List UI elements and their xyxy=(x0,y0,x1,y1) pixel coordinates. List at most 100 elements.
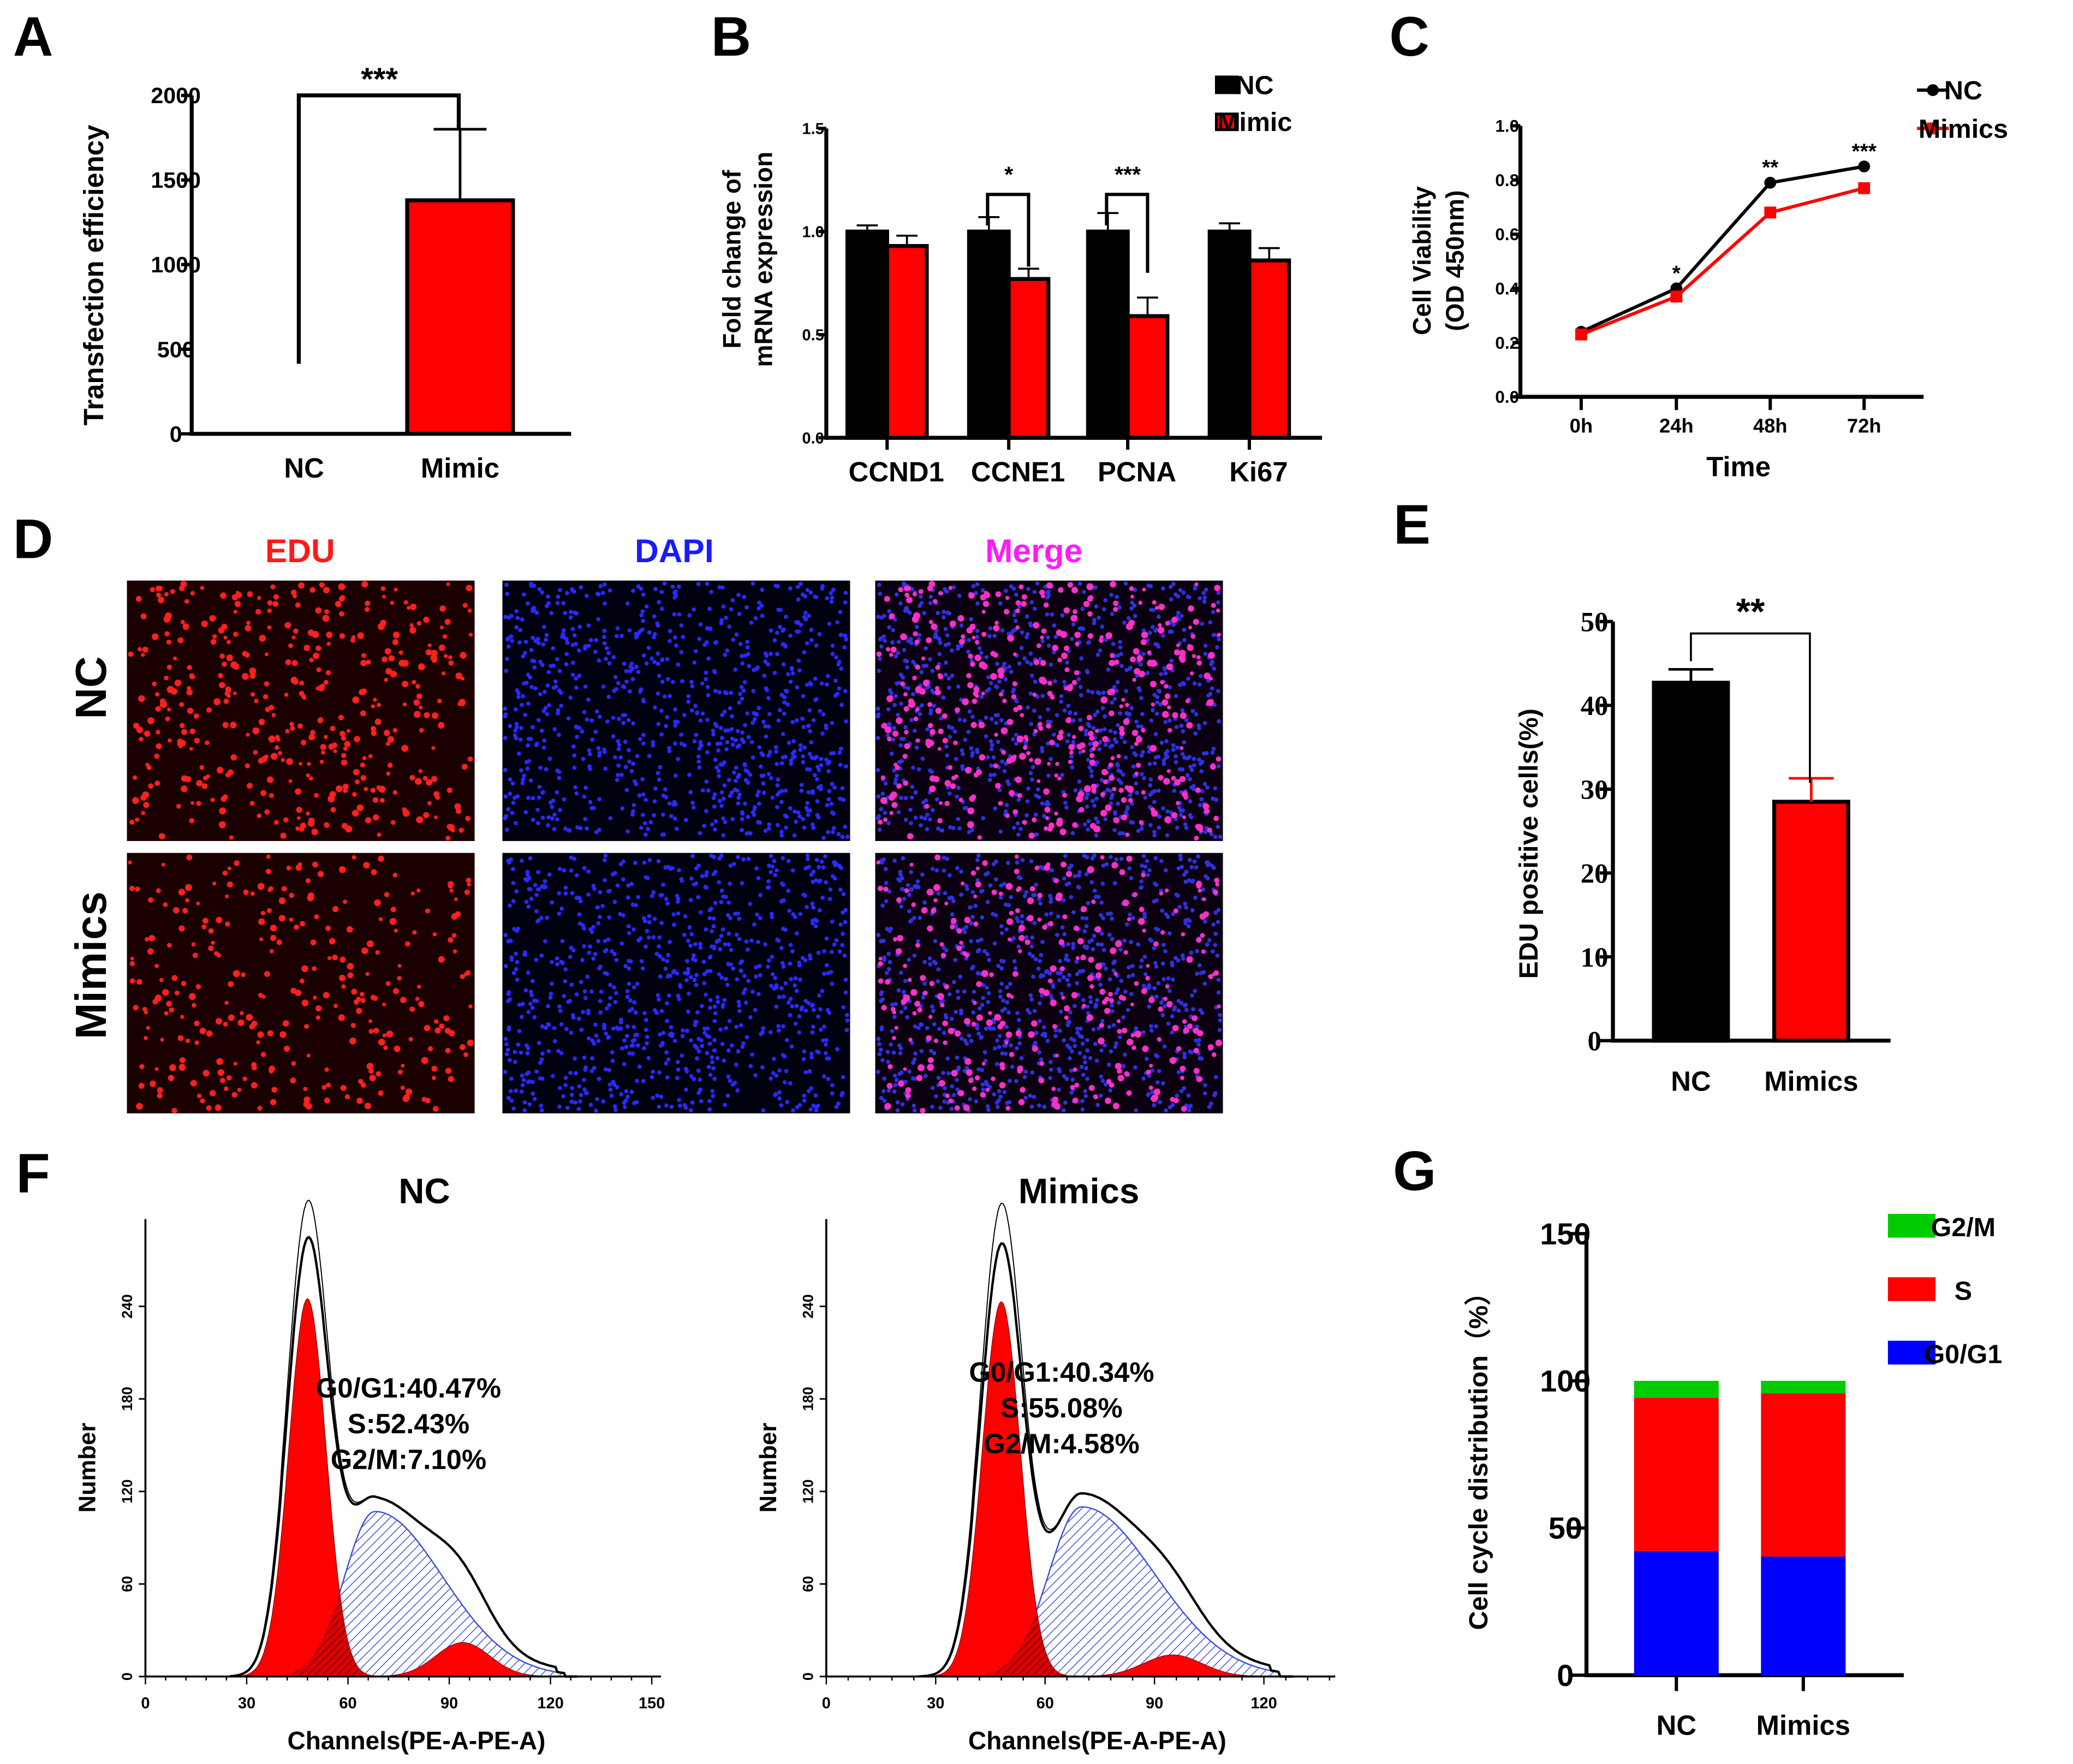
nucleus-dot xyxy=(991,1026,996,1031)
edu-dot xyxy=(1003,609,1010,615)
edu-dot xyxy=(167,943,172,948)
nucleus-dot xyxy=(1036,795,1041,800)
nucleus-dot xyxy=(966,649,970,654)
nucleus-dot xyxy=(550,981,554,986)
nucleus-dot xyxy=(948,825,952,830)
edu-dot xyxy=(1194,836,1199,841)
nucleus-dot xyxy=(717,938,722,943)
nucleus-dot xyxy=(766,826,771,831)
nucleus-dot xyxy=(734,765,738,770)
edu-dot xyxy=(998,801,1003,806)
edu-dot xyxy=(130,956,134,961)
nucleus-dot xyxy=(626,1094,630,1099)
edu-dot xyxy=(165,716,170,722)
nucleus-dot xyxy=(572,610,577,615)
nucleus-dot xyxy=(975,949,980,953)
nucleus-dot xyxy=(647,630,652,635)
nucleus-dot xyxy=(666,865,671,869)
nucleus-dot xyxy=(1139,964,1143,969)
nucleus-dot xyxy=(707,1107,712,1112)
nucleus-dot xyxy=(773,976,778,980)
nucleus-dot xyxy=(1089,938,1094,943)
nucleus-dot xyxy=(1216,920,1220,925)
nucleus-dot xyxy=(1100,1018,1105,1023)
nucleus-dot xyxy=(607,1068,612,1072)
nucleus-dot xyxy=(719,790,724,795)
nucleus-dot xyxy=(525,872,530,877)
nucleus-dot xyxy=(1024,813,1029,818)
nucleus-dot xyxy=(671,680,675,684)
nucleus-dot xyxy=(980,1082,985,1087)
nucleus-dot xyxy=(1161,761,1166,766)
edu-dot xyxy=(1051,1087,1056,1092)
nucleus-dot xyxy=(907,909,912,914)
nucleus-dot xyxy=(1174,725,1179,729)
nucleus-dot xyxy=(831,587,836,592)
edu-dot xyxy=(942,713,948,719)
edu-dot xyxy=(981,663,988,670)
nucleus-dot xyxy=(737,612,742,616)
edu-dot xyxy=(315,1015,320,1020)
edu-dot xyxy=(320,683,325,688)
nucleus-dot xyxy=(506,992,511,997)
nucleus-dot xyxy=(834,655,838,660)
nucleus-dot xyxy=(999,981,1004,986)
nucleus-dot xyxy=(930,1104,934,1109)
nucleus-dot xyxy=(656,662,660,666)
nucleus-dot xyxy=(1048,1076,1052,1080)
nucleus-dot xyxy=(890,1029,895,1034)
nucleus-dot xyxy=(1139,772,1144,777)
nucleus-dot xyxy=(992,634,997,638)
nucleus-dot xyxy=(934,868,939,873)
edu-dot xyxy=(1038,725,1044,731)
nucleus-dot xyxy=(687,613,692,618)
nucleus-dot xyxy=(563,1075,568,1080)
nucleus-dot xyxy=(633,1010,638,1015)
nucleus-dot xyxy=(1147,1004,1152,1009)
nucleus-dot xyxy=(955,1087,960,1092)
nucleus-dot xyxy=(666,1057,671,1062)
nucleus-dot xyxy=(694,1046,699,1050)
nucleus-dot xyxy=(1182,1051,1187,1056)
nucleus-dot xyxy=(878,592,883,596)
edu-dot xyxy=(259,937,264,941)
nucleus-dot xyxy=(945,589,949,594)
nucleus-dot xyxy=(594,637,599,642)
nucleus-dot xyxy=(720,713,725,717)
nucleus-dot xyxy=(800,716,805,721)
edu-dot xyxy=(1212,1052,1217,1057)
nucleus-dot xyxy=(608,982,612,987)
nucleus-dot xyxy=(556,708,561,713)
edu-dot xyxy=(333,1004,338,1008)
x-tick-label: 48h xyxy=(1753,414,1788,437)
edu-dot xyxy=(1164,684,1169,689)
nucleus-dot xyxy=(996,740,1000,744)
nucleus-dot xyxy=(1000,1009,1005,1013)
edu-dot xyxy=(164,675,169,681)
nucleus-dot xyxy=(1051,985,1056,989)
nucleus-dot xyxy=(1036,966,1041,971)
nucleus-dot xyxy=(546,1049,551,1053)
edu-dot xyxy=(1109,659,1116,666)
nucleus-dot xyxy=(1121,1064,1126,1069)
nucleus-dot xyxy=(1084,796,1089,801)
edu-dot xyxy=(398,650,403,655)
nucleus-dot xyxy=(719,899,724,904)
nucleus-dot xyxy=(723,652,728,657)
edu-dot xyxy=(945,1093,950,1099)
nucleus-dot xyxy=(817,993,821,998)
nucleus-dot xyxy=(994,720,999,725)
edu-dot xyxy=(454,897,458,902)
nucleus-dot xyxy=(1114,688,1119,693)
nucleus-dot xyxy=(906,639,911,643)
nucleus-dot xyxy=(619,772,624,777)
edu-dot xyxy=(208,945,214,951)
nucleus-dot xyxy=(532,605,537,610)
edu-dot xyxy=(324,609,329,615)
nucleus-dot xyxy=(677,997,682,1002)
nucleus-dot xyxy=(1217,1012,1222,1017)
edu-dot xyxy=(1058,939,1065,946)
nucleus-dot xyxy=(844,1028,849,1033)
nucleus-dot xyxy=(672,922,676,927)
edu-dot xyxy=(178,1064,186,1071)
